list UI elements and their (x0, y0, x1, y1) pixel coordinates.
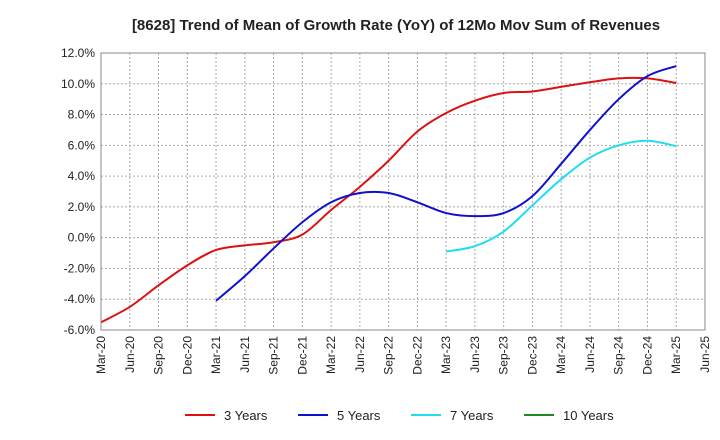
x-tick-label: Mar-25 (669, 336, 683, 374)
x-tick-label: Mar-24 (554, 336, 568, 374)
series-line-7-years (445, 139, 677, 253)
y-tick-label: 8.0% (68, 108, 96, 122)
y-tick-label: 10.0% (61, 77, 95, 91)
plot-frame (100, 52, 706, 331)
x-tick-label: Dec-20 (180, 336, 194, 375)
legend-label-5-years: 5 Years (337, 408, 381, 423)
x-tick-label: Dec-22 (410, 336, 424, 375)
x-tick-label: Jun-25 (698, 336, 712, 373)
x-tick-label: Jun-24 (583, 336, 597, 373)
y-tick-label: -6.0% (64, 323, 96, 337)
grid (101, 53, 705, 330)
x-tick-label: Jun-22 (353, 336, 367, 373)
series-lines (100, 65, 677, 324)
x-tick-label: Jun-23 (468, 336, 482, 373)
x-axis-ticks: Mar-20 Jun-20 Sep-20 Dec-20 Mar-21 Jun-21 Sep-… (94, 336, 712, 375)
x-tick-label: Sep-24 (612, 336, 626, 375)
x-tick-label: Dec-23 (525, 336, 539, 375)
chart-title: [8628] Trend of Mean of Growth Rate (YoY… (132, 17, 660, 34)
x-tick-label: Mar-22 (324, 336, 338, 374)
x-tick-label: Mar-23 (439, 336, 453, 374)
legend-label-10-years: 10 Years (563, 408, 614, 423)
series-line-5-years (215, 65, 677, 302)
x-tick-label: Mar-21 (209, 336, 223, 374)
x-tick-label: Dec-24 (640, 336, 654, 375)
x-tick-label: Sep-20 (152, 336, 166, 375)
x-tick-label: Sep-21 (267, 336, 281, 375)
series-line-3-years (100, 76, 677, 324)
x-tick-label: Jun-20 (123, 336, 137, 373)
y-tick-label: 0.0% (68, 231, 96, 245)
x-tick-label: Dec-21 (295, 336, 309, 375)
x-tick-label: Jun-21 (238, 336, 252, 373)
x-tick-label: Sep-22 (382, 336, 396, 375)
y-tick-label: 12.0% (61, 46, 95, 60)
legend-label-7-years: 7 Years (450, 408, 494, 423)
y-tick-label: 6.0% (68, 138, 96, 152)
y-tick-label: 2.0% (68, 200, 96, 214)
legend-label-3-years: 3 Years (224, 408, 268, 423)
legend: 3 Years 5 Years 7 Years 10 Years (185, 408, 614, 423)
y-tick-label: -2.0% (64, 261, 96, 275)
y-axis-ticks: 12.0% 10.0% 8.0% 6.0% 4.0% 2.0% 0.0% -2.0% -4.0%… (61, 46, 95, 337)
x-tick-label: Mar-20 (94, 336, 108, 374)
y-tick-label: 4.0% (68, 169, 96, 183)
x-tick-label: Sep-23 (497, 336, 511, 375)
y-tick-label: -4.0% (64, 292, 96, 306)
